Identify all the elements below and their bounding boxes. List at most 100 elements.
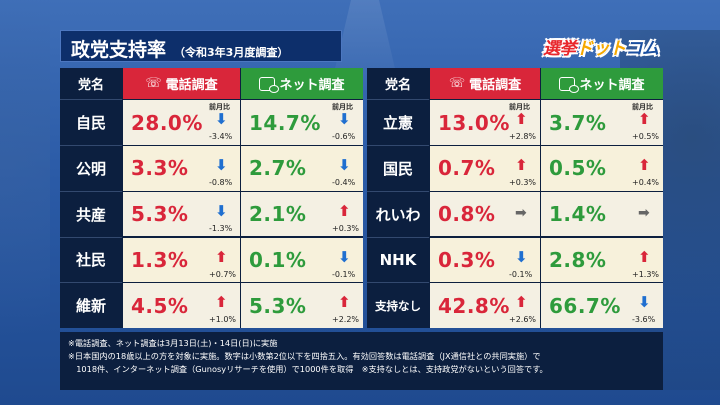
net-month-delta: +1.3% <box>632 269 660 279</box>
header-phone-survey: ☏ 電話調査 <box>122 68 240 99</box>
arrow-up-icon: ⬆ <box>515 110 528 129</box>
phone-survey-cell: 13.0% ⬆ 前月比 +2.8% <box>429 99 540 145</box>
phone-support-value: 1.3% <box>131 247 189 272</box>
header-phone-label: 電話調査 <box>469 78 522 93</box>
delta-caption: 前月比 <box>632 103 653 112</box>
header-net-label: ネット調査 <box>279 78 345 93</box>
net-month-delta: +0.3% <box>332 223 360 233</box>
net-month-delta: +0.4% <box>632 178 660 187</box>
phone-support-value: 5.3% <box>131 202 189 226</box>
phone-support-value: 0.7% <box>438 156 496 181</box>
arrow-down-icon: ⬇ <box>215 110 228 129</box>
footnote-line: ※電話調査、ネット調査は3月13日(土)・14日(日)に実施 <box>68 338 278 348</box>
left-results-table: 党名 ☏ 電話調査 ネット調査 自民 28.0% ⬇ 前月比 -3.4% 14.7% ⬇ 前月… <box>60 68 363 328</box>
party-name: 立憲 <box>367 99 429 145</box>
arrow-up-icon: ⬆ <box>215 247 228 266</box>
arrow-down-icon: ⬇ <box>215 156 228 174</box>
phone-support-value: 3.3% <box>131 156 189 181</box>
net-survey-cell: 0.1% ⬇ -0.1% <box>240 236 363 282</box>
net-support-value: 66.7% <box>549 293 621 318</box>
net-support-value: 2.1% <box>249 202 307 226</box>
header-party: 党名 <box>367 68 429 99</box>
net-support-value: 14.7% <box>249 110 321 135</box>
net-survey-cell: 2.8% ⬆ +1.3% <box>540 236 663 282</box>
background-trees-left <box>0 0 50 405</box>
phone-month-delta: +2.8% <box>509 132 537 142</box>
phone-survey-cell: 0.7% ⬆ +0.3% <box>429 145 540 191</box>
arrow-down-icon: ⬇ <box>338 156 351 174</box>
phone-icon: ☏ <box>145 76 162 91</box>
party-name: 共産 <box>60 190 122 237</box>
net-support-value: 5.3% <box>249 293 307 318</box>
phone-survey-cell: 0.3% ⬇ -0.1% <box>429 236 540 282</box>
net-support-value: 3.7% <box>549 110 607 135</box>
phone-month-delta: -0.1% <box>509 269 533 279</box>
phone-month-delta: +0.3% <box>509 178 537 187</box>
phone-month-delta: +2.6% <box>509 315 537 325</box>
party-name: 公明 <box>60 145 122 191</box>
footnote-line: ※日本国内の18歳以上の方を対象に実施。数字は小数第2位以下を四捨五入。有効回答… <box>68 351 541 361</box>
phone-support-value: 4.5% <box>131 293 189 318</box>
delta-caption: 前月比 <box>332 103 353 112</box>
page-subtitle: （令和3年3月度調査） <box>174 46 289 59</box>
phone-survey-cell: 42.8% ⬆ +2.6% <box>429 282 540 328</box>
net-support-value: 0.5% <box>549 156 607 181</box>
net-month-delta: -0.6% <box>332 132 356 142</box>
net-survey-cell: 1.4% ➡ <box>540 190 663 237</box>
net-month-delta: -3.6% <box>632 315 656 325</box>
arrow-up-icon: ⬆ <box>638 156 651 174</box>
net-support-value: 0.1% <box>249 247 307 272</box>
net-month-delta: -0.1% <box>332 269 356 279</box>
arrow-up-icon: ⬆ <box>638 247 651 266</box>
logo-part-1: 選挙 <box>543 39 577 59</box>
smartphone-chat-icon <box>559 76 580 93</box>
phone-month-delta: -0.8% <box>209 178 233 187</box>
phone-survey-cell: 1.3% ⬆ +0.7% <box>122 236 240 282</box>
party-name: れいわ <box>367 190 429 237</box>
smartphone-chat-icon <box>259 76 280 93</box>
header-net-survey: ネット調査 <box>540 68 663 99</box>
arrow-down-icon: ⬇ <box>515 247 528 266</box>
party-name: 自民 <box>60 99 122 145</box>
header-net-survey: ネット調査 <box>240 68 363 99</box>
delta-caption: 前月比 <box>509 103 530 112</box>
arrow-down-icon: ⬇ <box>338 247 351 266</box>
phone-support-value: 13.0% <box>438 110 510 135</box>
phone-month-delta: -3.4% <box>209 132 233 142</box>
phone-month-delta: +1.0% <box>209 315 237 325</box>
net-month-delta: +2.2% <box>332 315 360 325</box>
phone-support-value: 0.8% <box>438 202 496 226</box>
net-survey-cell: 5.3% ⬆ +2.2% <box>240 282 363 328</box>
phone-icon: ☏ <box>448 76 466 91</box>
phone-survey-cell: 3.3% ⬇ -0.8% <box>122 145 240 191</box>
arrow-down-icon: ⬇ <box>338 110 351 129</box>
phone-month-delta: +0.7% <box>209 269 237 279</box>
net-survey-cell: 3.7% ⬆ 前月比 +0.5% <box>540 99 663 145</box>
brand-logo: 選挙ドットコム <box>543 34 659 59</box>
party-name: 維新 <box>60 282 122 328</box>
phone-support-value: 0.3% <box>438 247 496 272</box>
phone-support-value: 42.8% <box>438 293 510 318</box>
party-name: NHK <box>367 236 429 282</box>
arrow-down-icon: ⬇ <box>215 201 228 220</box>
arrow-down-icon: ⬇ <box>638 293 651 312</box>
arrow-up-icon: ⬆ <box>515 156 528 174</box>
phone-survey-cell: 28.0% ⬇ 前月比 -3.4% <box>122 99 240 145</box>
net-month-delta: +0.5% <box>632 132 660 142</box>
net-survey-cell: 0.5% ⬆ +0.4% <box>540 145 663 191</box>
arrow-up-icon: ⬆ <box>338 201 351 220</box>
net-survey-cell: 2.7% ⬇ -0.4% <box>240 145 363 191</box>
net-support-value: 2.7% <box>249 156 307 181</box>
arrow-right-icon: ➡ <box>515 204 527 221</box>
header-phone-survey: ☏ 電話調査 <box>429 68 540 99</box>
logo-part-3: コム <box>625 39 660 59</box>
footnote-line: 1018件、インターネット調査（Gunosyリサーチを使用）で1000件を取得 … <box>68 364 548 374</box>
phone-survey-cell: 0.8% ➡ <box>429 190 540 237</box>
party-name: 支持なし <box>367 282 429 328</box>
phone-support-value: 28.0% <box>131 110 203 135</box>
net-survey-cell: 66.7% ⬇ -3.6% <box>540 282 663 328</box>
phone-month-delta: -1.3% <box>209 223 233 233</box>
logo-part-2: ドット <box>576 39 626 59</box>
arrow-right-icon: ➡ <box>638 204 650 221</box>
arrow-up-icon: ⬆ <box>338 293 351 312</box>
